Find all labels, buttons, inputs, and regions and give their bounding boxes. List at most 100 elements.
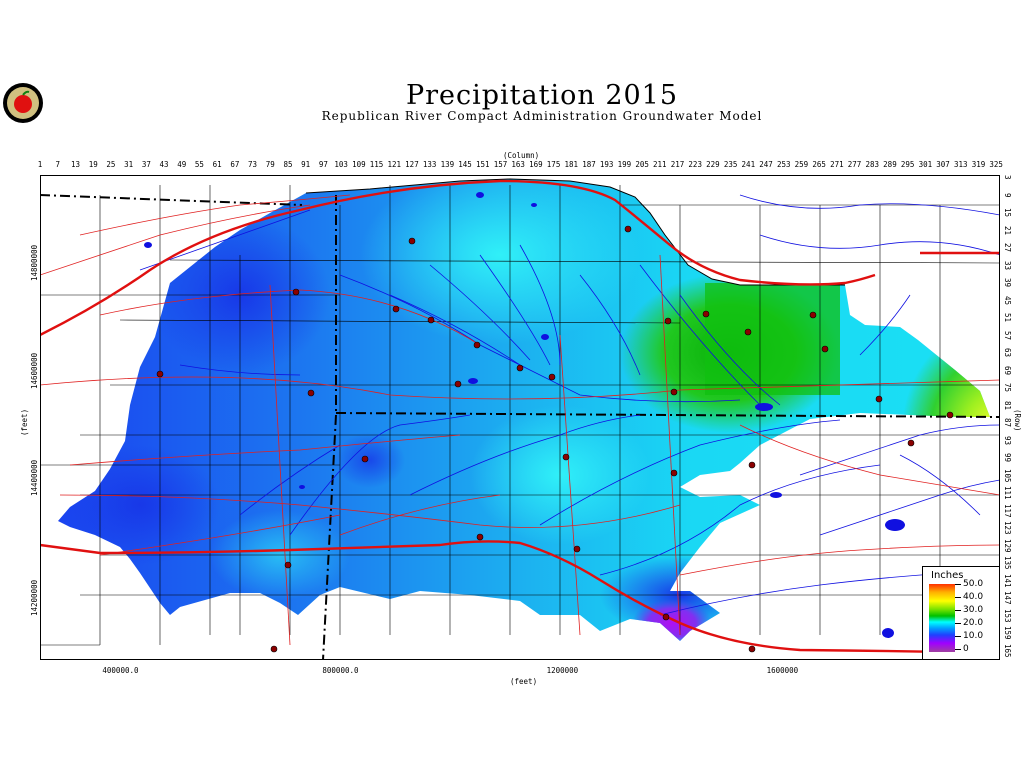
interstates	[40, 179, 1000, 655]
column-tick-label: 163	[511, 160, 525, 169]
row-tick-label: 15	[1003, 208, 1012, 218]
row-tick-label: 165	[1003, 644, 1012, 658]
row-tick-label: 147	[1003, 591, 1012, 605]
column-tick-label: 241	[741, 160, 756, 169]
legend-value: 30.0	[963, 605, 984, 615]
column-tick-label: 259	[794, 160, 809, 169]
column-tick-label: 157	[493, 160, 508, 169]
column-tick-label: 247	[759, 160, 773, 169]
column-tick-label: 97	[318, 160, 328, 169]
column-tick-label: 1	[37, 160, 43, 169]
row-tick-label: 63	[1003, 348, 1012, 358]
row-tick-label: 39	[1003, 278, 1012, 288]
column-tick-label: 61	[212, 160, 222, 169]
easting-tick-label: 1600000	[766, 666, 799, 675]
easting-tick-label: 400000.0	[102, 666, 139, 675]
row-tick-label: 27	[1003, 243, 1012, 253]
right-axis-label: (Row)	[1013, 409, 1022, 432]
legend: Inches 50.0 40.0 30.0 20.0 10.0 0	[922, 566, 1000, 660]
northing-tick-label: 14200000	[30, 579, 39, 616]
column-tick-label: 79	[265, 160, 275, 169]
roads	[40, 194, 1000, 646]
column-tick-label: 151	[475, 160, 490, 169]
column-tick-label: 229	[706, 160, 720, 169]
row-tick-label: 87	[1003, 418, 1012, 428]
county-boundaries	[40, 185, 1000, 646]
legend-value: 10.0	[963, 631, 984, 641]
row-tick-label: 75	[1003, 383, 1012, 393]
legend-value: 20.0	[963, 618, 984, 628]
row-tick-label: 99	[1003, 453, 1012, 463]
row-tick-label: 81	[1003, 400, 1012, 410]
column-tick-label: 115	[369, 160, 384, 169]
column-tick-label: 73	[248, 160, 258, 169]
row-tick-label: 111	[1003, 486, 1012, 500]
row-tick-label: 117	[1003, 503, 1012, 518]
column-tick-label: 127	[405, 160, 419, 169]
page-title: Precipitation 2015	[405, 80, 679, 111]
row-tick-label: 33	[1003, 260, 1012, 270]
row-tick-label: 9	[1003, 192, 1012, 198]
column-tick-label: 169	[529, 160, 543, 169]
column-tick-label: 193	[599, 160, 614, 169]
northing-tick-label: 14400000	[30, 459, 39, 496]
column-tick-label: 187	[582, 160, 596, 169]
column-tick-label: 253	[776, 160, 791, 169]
column-tick-label: 43	[159, 160, 169, 169]
column-tick-label: 223	[688, 160, 702, 169]
column-tick-label: 103	[334, 160, 348, 169]
column-tick-label: 319	[971, 160, 986, 169]
column-tick-label: 295	[900, 160, 915, 169]
column-tick-label: 289	[883, 160, 897, 169]
row-tick-label: 141	[1003, 573, 1012, 588]
easting-tick-label: 1200000	[546, 666, 579, 675]
column-tick-label: 199	[617, 160, 632, 169]
row-tick-label: 69	[1003, 365, 1012, 375]
column-tick-label: 49	[177, 160, 187, 169]
column-tick-label: 145	[458, 160, 472, 169]
easting-tick-label: 800000.0	[322, 666, 359, 675]
column-tick-label: 277	[847, 160, 862, 169]
row-tick-label: 3	[1003, 175, 1012, 180]
column-tick-label: 7	[55, 160, 61, 169]
top-axis-label: (Column)	[503, 151, 540, 160]
column-tick-label: 19	[88, 160, 98, 169]
column-tick-label: 265	[812, 160, 826, 169]
column-tick-label: 37	[141, 160, 151, 169]
column-tick-label: 133	[422, 160, 437, 169]
row-tick-label: 153	[1003, 608, 1012, 623]
legend-value: 40.0	[963, 592, 984, 602]
legend-value: 0	[963, 644, 969, 654]
column-tick-label: 55	[194, 160, 204, 169]
column-tick-label: 217	[670, 160, 685, 169]
column-tick-label: 205	[635, 160, 649, 169]
column-tick-label: 283	[865, 160, 880, 169]
column-tick-label: 139	[440, 160, 455, 169]
column-tick-label: 313	[953, 160, 968, 169]
row-tick-label: 129	[1003, 538, 1012, 553]
seal-logo-icon	[3, 83, 43, 123]
page-subtitle: Republican River Compact Administration …	[321, 109, 763, 123]
left-axis-label: (feet)	[20, 408, 29, 436]
legend-title: Inches	[931, 570, 964, 581]
column-tick-label: 109	[352, 160, 366, 169]
northing-tick-label: 14600000	[30, 352, 39, 389]
legend-value: 50.0	[963, 579, 984, 589]
row-tick-label: 57	[1003, 330, 1012, 340]
column-tick-label: 85	[283, 160, 293, 169]
column-tick-label: 211	[653, 160, 667, 169]
northing-tick-label: 14800000	[30, 244, 39, 281]
column-tick-label: 181	[564, 160, 579, 169]
legend-color-ramp	[929, 584, 955, 652]
column-tick-label: 175	[546, 160, 561, 169]
row-tick-label: 123	[1003, 521, 1012, 535]
column-tick-label: 121	[387, 160, 402, 169]
row-tick-label: 21	[1003, 225, 1012, 235]
state-boundaries	[40, 194, 1000, 660]
row-tick-label: 159	[1003, 626, 1012, 641]
column-tick-label: 307	[936, 160, 950, 169]
reservoirs	[144, 192, 905, 638]
row-tick-label: 105	[1003, 468, 1012, 483]
map-frame	[40, 175, 1000, 660]
column-tick-label: 91	[301, 160, 311, 169]
